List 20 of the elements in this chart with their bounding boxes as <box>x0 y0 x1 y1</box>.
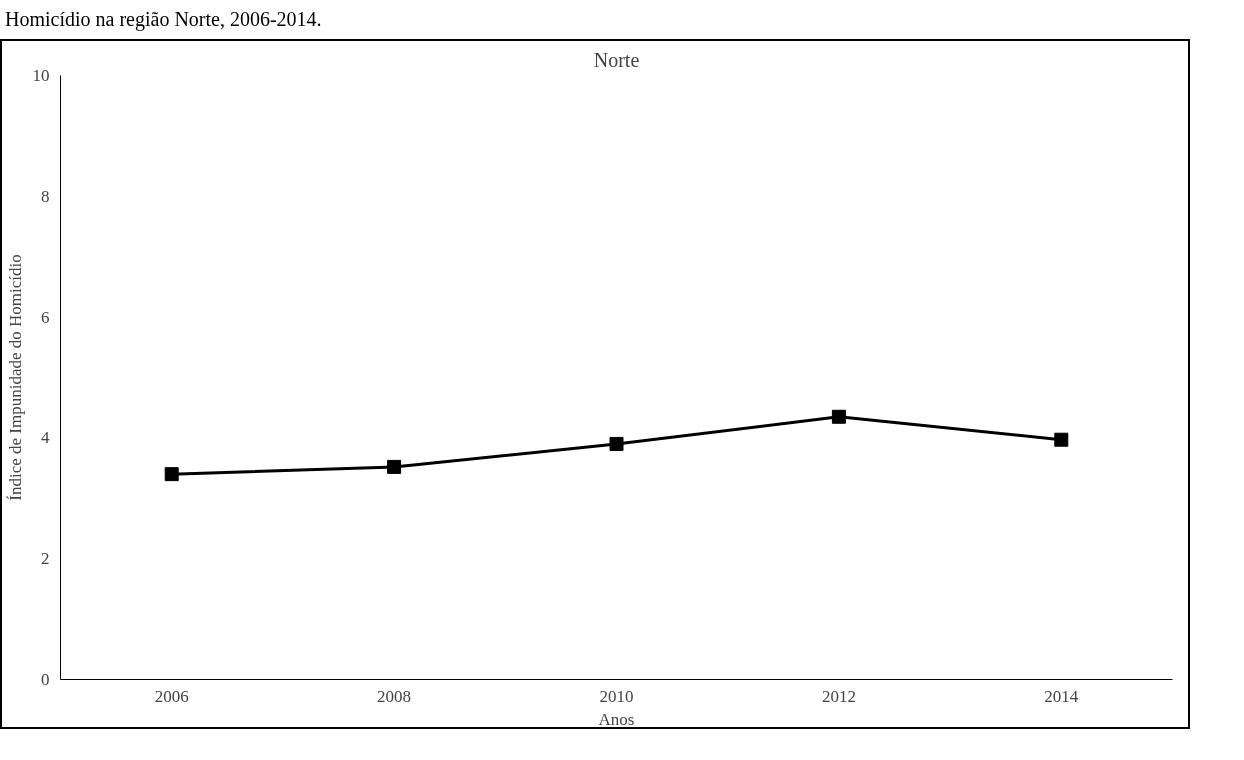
y-tick-label: 10 <box>32 65 50 85</box>
x-tick-label: 2012 <box>821 686 856 706</box>
y-tick-label: 8 <box>41 186 50 206</box>
point <box>164 466 179 481</box>
x-tick-label: 2006 <box>154 686 189 706</box>
point <box>387 459 402 474</box>
x-tick-label: 2014 <box>1044 686 1079 706</box>
y-axis-title: Índice de Impunidade do Homicídio <box>5 253 25 501</box>
point <box>1054 432 1069 447</box>
x-tick-label: 2008 <box>377 686 412 706</box>
chart-title: Norte <box>593 48 640 71</box>
x-tick-label: 2010 <box>599 686 634 706</box>
y-tick-label: 4 <box>41 427 50 447</box>
text: Homicídio na região Norte, 2006-2014. <box>5 7 322 33</box>
point <box>609 436 624 451</box>
y-tick-label: 0 <box>41 669 50 689</box>
point <box>831 409 846 424</box>
x-axis-title: Anos <box>598 709 635 729</box>
y-tick-label: 2 <box>41 548 50 568</box>
y-tick-label: 6 <box>41 307 50 327</box>
